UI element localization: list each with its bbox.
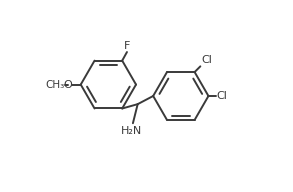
Text: Cl: Cl: [217, 91, 228, 101]
Text: H₂N: H₂N: [121, 126, 143, 136]
Text: CH₃: CH₃: [45, 79, 64, 89]
Text: O: O: [63, 79, 72, 89]
Text: Cl: Cl: [201, 55, 212, 65]
Text: F: F: [124, 41, 130, 50]
